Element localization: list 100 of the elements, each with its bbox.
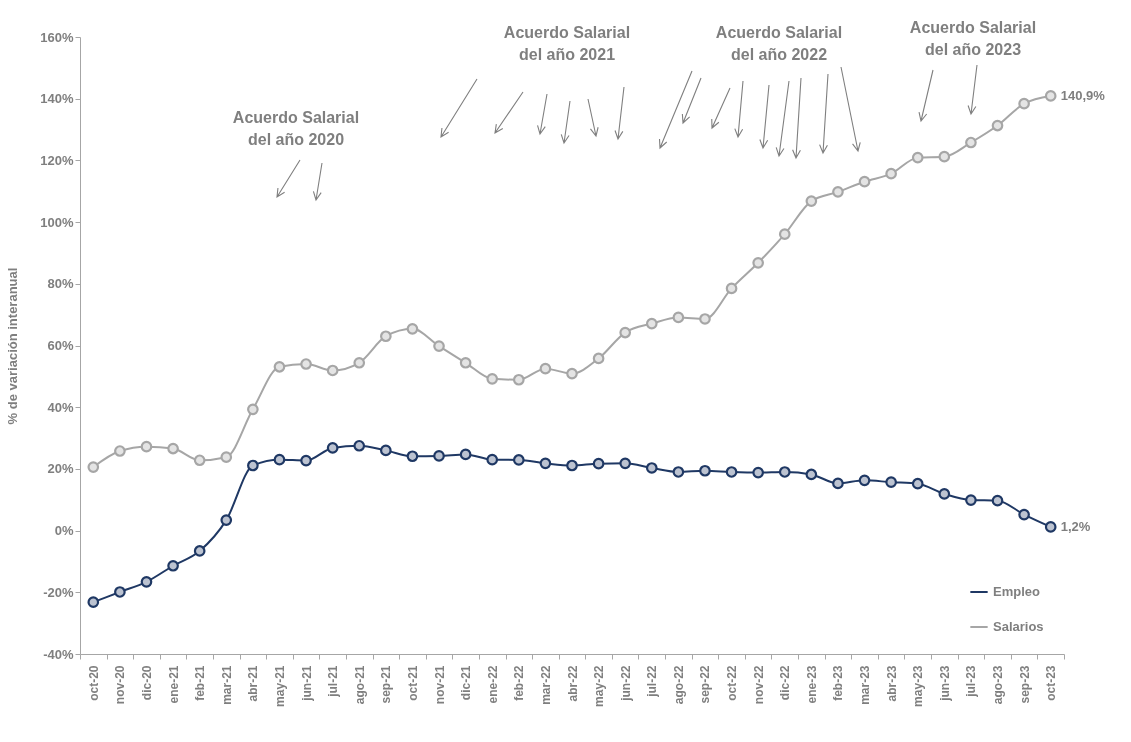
point (645, 317, 658, 330)
point (406, 323, 419, 335)
point (858, 474, 871, 487)
x-tick-label: may-22 (592, 665, 607, 707)
point (619, 457, 632, 470)
x-tick-label: jul-22 (645, 665, 660, 698)
x-tick-label: ene-22 (485, 665, 500, 704)
point (326, 442, 339, 454)
x-tick-label: ago-23 (991, 665, 1006, 705)
x-tick-label: may-23 (911, 665, 926, 707)
point (566, 459, 578, 472)
x-tick-label: abr-22 (565, 665, 580, 702)
y-tick-label: -40% (43, 646, 74, 662)
point (433, 340, 445, 352)
x-tick-label: sep-23 (1017, 665, 1032, 704)
point (140, 440, 153, 453)
x-tick-label: mar-21 (219, 665, 234, 705)
x-tick-label: feb-21 (193, 665, 208, 701)
point (965, 136, 977, 149)
point (379, 330, 392, 343)
x-tick-label: dic-20 (139, 665, 154, 701)
annotation: Acuerdo Salarial del año 2020 (232, 109, 360, 148)
point (752, 256, 765, 269)
x-tick-label: nov-22 (751, 665, 766, 705)
point (353, 439, 366, 452)
point (512, 454, 525, 466)
point (87, 461, 100, 473)
point (486, 453, 499, 466)
point (247, 403, 259, 416)
point (167, 559, 179, 572)
y-tick-label: 40% (47, 399, 74, 415)
x-tick-label: oct-21 (405, 665, 420, 701)
x-tick-label: jun-21 (299, 665, 314, 702)
x-tick-label: sep-22 (698, 665, 713, 704)
x-tick-label: dic-21 (459, 665, 474, 701)
point (965, 494, 977, 506)
point (805, 195, 818, 207)
x-tick-label: nov-20 (113, 665, 128, 705)
point (699, 313, 711, 325)
point (220, 514, 233, 526)
point (672, 466, 685, 478)
point (512, 373, 525, 386)
x-tick-label: ene-23 (804, 665, 819, 704)
x-tick-label: feb-23 (831, 665, 846, 701)
point (273, 360, 286, 373)
point (1044, 521, 1057, 533)
point (220, 451, 233, 464)
point (752, 466, 765, 479)
point (778, 228, 791, 240)
y-tick-label: 60% (47, 338, 74, 353)
y-axis-title: % de variación interanual (5, 267, 21, 425)
x-tick-label: jul-23 (964, 665, 979, 698)
point (300, 358, 312, 370)
data-label: 140,9% (1060, 87, 1106, 103)
x-tick-label: mar-22 (538, 665, 553, 705)
y-tick-label: 0% (54, 523, 74, 539)
point (832, 477, 844, 490)
point (885, 167, 897, 180)
point (247, 459, 259, 472)
y-tick-label: 20% (47, 461, 74, 477)
point (725, 466, 738, 478)
point (991, 119, 1004, 132)
point (406, 450, 419, 463)
point (273, 453, 286, 466)
x-tick-label: mar-23 (858, 665, 873, 705)
annotation: Acuerdo Salarial del año 2022 (715, 24, 843, 63)
point (353, 356, 366, 369)
point (991, 494, 1004, 507)
point (938, 150, 951, 163)
point (885, 476, 897, 488)
point (1018, 97, 1030, 110)
x-tick-label: ago-22 (671, 665, 686, 705)
point (459, 448, 472, 461)
y-tick-label: -20% (43, 584, 74, 600)
point (379, 444, 392, 457)
data-label: 1,2% (1060, 518, 1091, 534)
point (193, 545, 206, 557)
y-tick-label: 100% (40, 214, 74, 230)
point (459, 356, 472, 369)
x-tick-label: abr-21 (246, 665, 261, 702)
x-tick-label: jun-22 (618, 665, 633, 702)
x-tick-label: sep-21 (379, 665, 394, 704)
annotation: Acuerdo Salarial del año 2023 (909, 19, 1037, 58)
x-tick-label: dic-22 (778, 665, 793, 701)
point (645, 462, 658, 474)
point (566, 367, 578, 380)
x-tick-label: may-21 (272, 665, 287, 707)
point (619, 326, 632, 339)
x-tick-label: jul-21 (326, 665, 341, 698)
point (911, 151, 924, 164)
point (193, 454, 206, 467)
point (672, 311, 685, 324)
point (140, 575, 153, 588)
point (778, 466, 791, 478)
point (300, 454, 312, 467)
point (938, 488, 951, 500)
point (911, 477, 924, 490)
point (725, 282, 738, 295)
point (114, 586, 126, 598)
x-tick-label: oct-22 (725, 665, 740, 701)
